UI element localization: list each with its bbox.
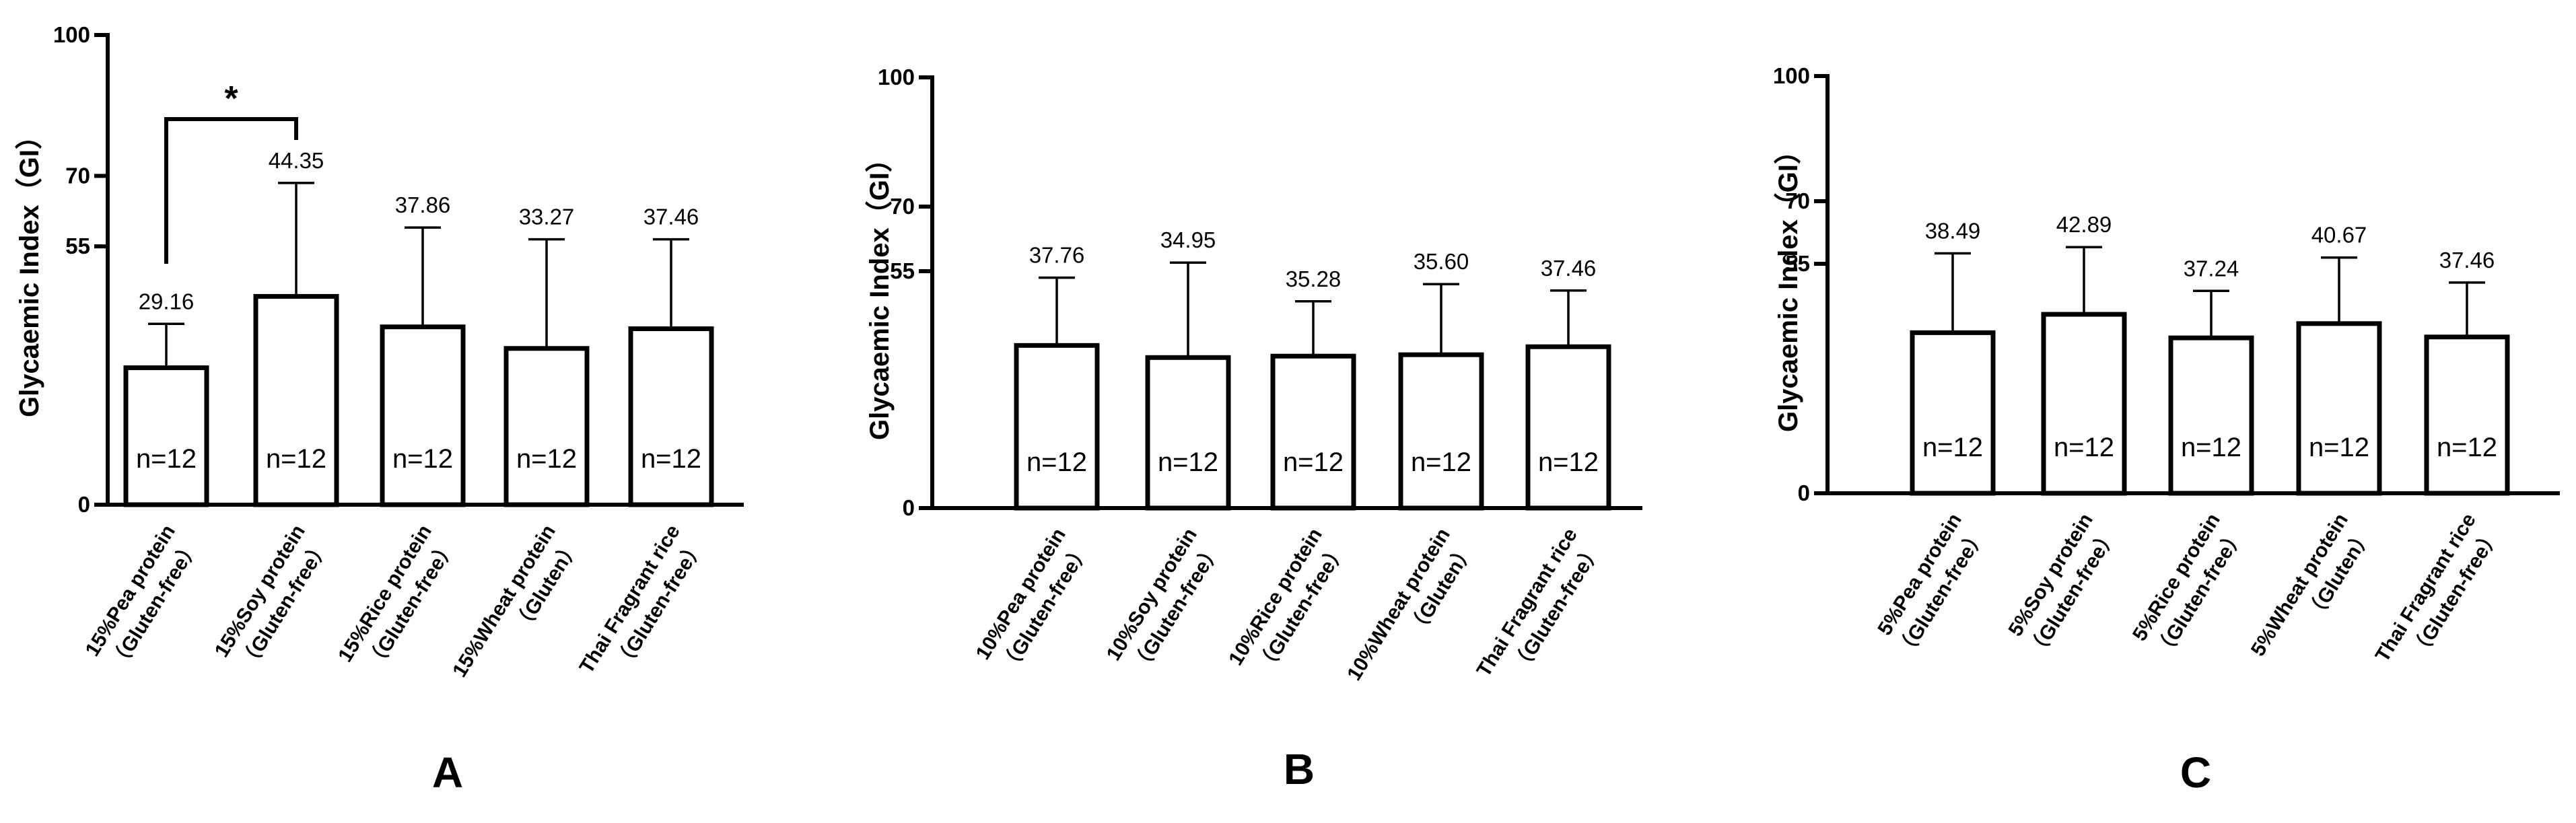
category-label: 5%Rice protein（Gluten-free） [2127, 509, 2248, 661]
panel-letter: C [2180, 748, 2211, 797]
category-label: 5%Pea protein（Gluten-free） [1869, 509, 1990, 661]
sample-size-label: n=12 [516, 444, 577, 474]
sample-size-label: n=12 [2437, 433, 2497, 462]
sample-size-label: n=12 [641, 444, 701, 474]
sample-size-label: n=12 [1538, 448, 1599, 477]
category-label: 15%Rice protein（Gluten-free） [334, 521, 460, 681]
sample-size-label: n=12 [1411, 448, 1471, 477]
category-label: Thai Fragrant rice（Gluten-free） [576, 521, 709, 692]
y-tick-label: 70 [890, 194, 915, 219]
data-label: 44.35 [269, 148, 324, 173]
category-label: 15%Pea protein（Gluten-free） [81, 521, 204, 675]
data-label: 42.89 [2056, 212, 2112, 237]
y-tick-label: 0 [1798, 480, 1810, 505]
sample-size-label: n=12 [2054, 433, 2114, 462]
y-tick-label: 100 [53, 22, 90, 47]
data-label: 33.27 [519, 205, 575, 229]
sample-size-label: n=12 [392, 444, 453, 474]
sample-size-label: n=12 [266, 444, 326, 474]
bar [123, 365, 209, 507]
data-label: 37.46 [643, 205, 699, 229]
sample-size-label: n=12 [1026, 448, 1087, 477]
bar [253, 293, 339, 507]
y-tick-label: 100 [1773, 63, 1810, 88]
data-label: 37.24 [2184, 256, 2239, 281]
sample-size-label: n=12 [1158, 448, 1218, 477]
significance-bracket [164, 117, 298, 264]
category-label: 5%Wheat protein（Gluten） [2247, 509, 2377, 675]
category-label: 15%Wheat protein（Gluten） [448, 521, 584, 696]
y-tick-label: 55 [890, 258, 915, 283]
bar [1014, 343, 1100, 511]
bar [2041, 312, 2127, 496]
chart-panel-b: 0 55 70 100 Glycaemic Index（GI） 37.76 n=12 10%P… [865, 65, 1642, 793]
sample-size-label: n=12 [1283, 448, 1344, 477]
y-tick-label: 100 [878, 65, 915, 90]
data-label: 35.28 [1286, 266, 1342, 291]
bar [2424, 334, 2510, 496]
data-label: 29.16 [139, 289, 195, 314]
bar [2296, 321, 2382, 496]
data-label: 40.67 [2311, 223, 2367, 248]
y-tick-label: 55 [1785, 251, 1810, 276]
chart-panel-c: 0 55 70 100 Glycaemic Index（GI） 38.49 n=12 5%Pe… [1773, 63, 2560, 797]
bar [1270, 353, 1356, 511]
y-tick-label: 55 [65, 234, 90, 258]
category-label: Thai Fragrant rice（Gluten-free） [1473, 524, 1606, 696]
data-label: 37.86 [395, 192, 451, 217]
data-label: 35.60 [1414, 249, 1469, 274]
y-axis-label: Glycaemic Index（GI） [865, 145, 895, 440]
y-tick-label: 70 [65, 163, 90, 188]
data-label: 38.49 [1925, 219, 1981, 244]
category-label: 10%Rice protein（Gluten-free） [1224, 524, 1350, 684]
category-label: 10%Wheat protein（Gluten） [1343, 524, 1478, 699]
sample-size-label: n=12 [1922, 433, 1983, 462]
category-label: 10%Pea protein（Gluten-free） [972, 524, 1094, 678]
significance-star: * [224, 79, 238, 118]
panel-letter: B [1284, 745, 1315, 793]
data-label: 37.76 [1029, 243, 1085, 268]
data-label: 37.46 [2439, 248, 2495, 273]
category-label: 5%Soy protein（Gluten-free） [2000, 509, 2121, 661]
y-tick-label: 0 [903, 495, 915, 520]
data-label: 37.46 [1541, 256, 1597, 281]
bar [1398, 352, 1484, 511]
y-tick-label: 70 [1785, 188, 1810, 213]
sample-size-label: n=12 [2309, 433, 2369, 462]
data-label: 34.95 [1160, 227, 1216, 252]
category-label: 10%Soy protein（Gluten-free） [1103, 524, 1226, 680]
chart-panel-a: 0 55 70 100 Glycaemic Index（GI） 29.16 n=12 15%P… [15, 22, 744, 797]
bar [380, 324, 466, 507]
bar [1525, 344, 1611, 511]
panel-letter: A [432, 748, 463, 797]
bar [628, 326, 714, 507]
y-axis-label: Glycaemic Index（GI） [1774, 137, 1803, 432]
category-label: Thai Fragrant rice（Gluten-free） [2371, 509, 2505, 681]
bar [1910, 330, 1996, 496]
category-label: 15%Soy protein（Gluten-free） [211, 521, 334, 676]
sample-size-label: n=12 [2181, 433, 2241, 462]
bar [503, 346, 590, 507]
sample-size-label: n=12 [136, 444, 197, 474]
bar [1145, 355, 1231, 511]
y-axis-label: Glycaemic Index（GI） [15, 122, 44, 417]
y-tick-label: 0 [78, 492, 90, 517]
bar [2168, 335, 2254, 496]
